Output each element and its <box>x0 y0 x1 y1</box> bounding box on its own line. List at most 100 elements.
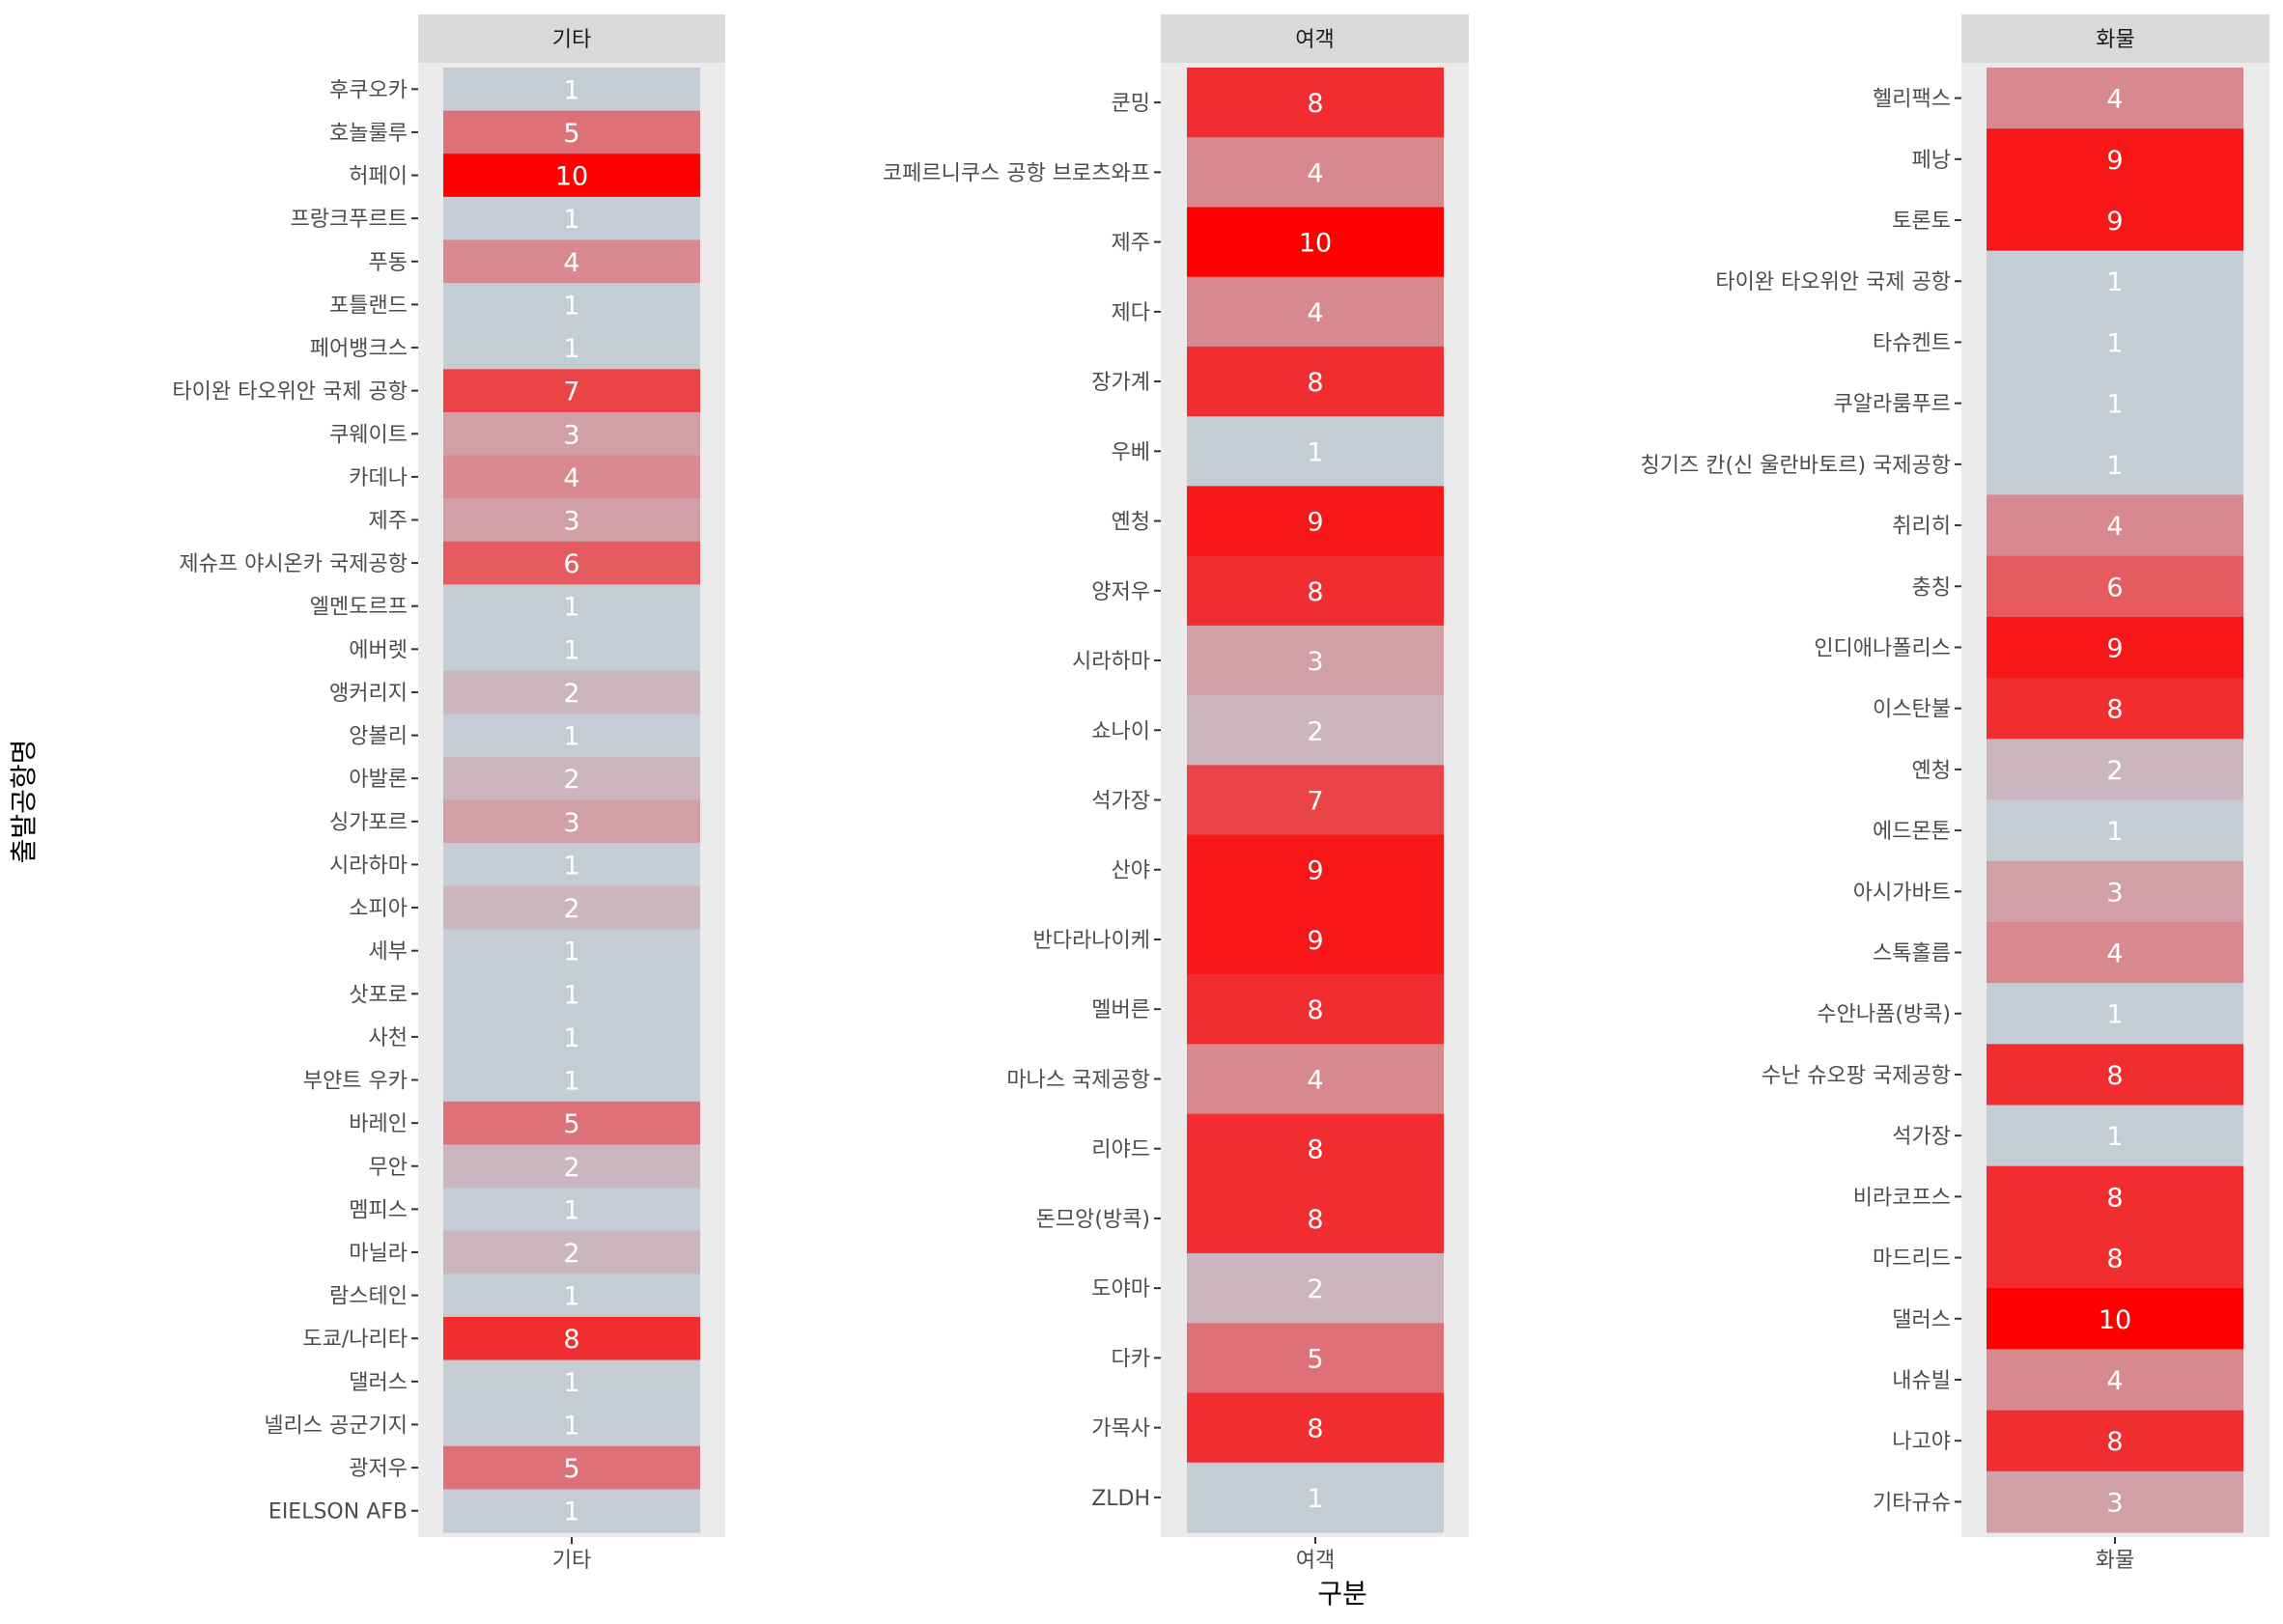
y-tick-label: 앙볼리 <box>349 725 408 749</box>
heatmap-cell <box>443 1445 700 1490</box>
y-tick-label: 카데나 <box>349 466 408 490</box>
y-tick-label: 기타규슈 <box>1873 1491 1951 1515</box>
cell-value-label: 9 <box>2106 207 2123 237</box>
heatmap-cell <box>1987 494 2243 557</box>
y-tick-label: 제주 <box>369 509 408 533</box>
cell-value-label: 8 <box>1307 1135 1323 1165</box>
heatmap-cell <box>1987 311 2243 374</box>
heatmap-cell <box>1987 799 2243 862</box>
cell-value-label: 2 <box>563 679 579 709</box>
heatmap-cell <box>443 1188 700 1232</box>
y-tick-label: 돈므앙(방콕) <box>1036 1208 1150 1232</box>
cell-value-label: 2 <box>563 765 579 795</box>
heatmap-cell <box>1987 921 2243 984</box>
y-tick-label: 마나스 국제공항 <box>1006 1068 1150 1092</box>
cell-value-label: 1 <box>563 635 579 665</box>
heatmap-cell <box>1187 486 1444 557</box>
y-tick-label: ZLDH <box>1091 1487 1150 1511</box>
cell-value-label: 9 <box>1307 856 1323 886</box>
heatmap-cell <box>1987 1288 2243 1350</box>
x-axis-title: 구분 <box>1317 1578 1367 1610</box>
cell-value-label: 3 <box>563 808 579 838</box>
heatmap-cell <box>443 1144 700 1189</box>
heatmap-cell <box>1187 416 1444 487</box>
cell-value-label: 3 <box>1307 647 1323 677</box>
x-tick-label: 여객 <box>1296 1549 1335 1573</box>
y-tick-label: 반다라나이케 <box>1033 929 1150 953</box>
y-tick-label: 나고야 <box>1892 1430 1951 1454</box>
cell-value-label: 10 <box>2099 1305 2131 1335</box>
heatmap-cell <box>1187 276 1444 348</box>
y-tick-label: 멜버른 <box>1091 998 1150 1022</box>
y-tick-label: 마닐라 <box>349 1242 408 1266</box>
y-tick-label: 코페르니쿠스 공항 브로츠와프 <box>883 161 1150 185</box>
cell-value-label: 1 <box>563 980 579 1010</box>
heatmap-cell <box>1187 625 1444 696</box>
y-tick-label: 페어뱅크스 <box>310 337 408 361</box>
heatmap-cell <box>443 110 700 154</box>
y-tick-label: 쿤밍 <box>1112 92 1150 116</box>
heatmap-cell <box>1987 1044 2243 1106</box>
facet-panels: 기타 1 후쿠오카 5 호놀룰루 10 허페이 1 프랑크푸르트 4 푸동 1 포틀랜드 1 페어뱅크스 7 타… <box>172 14 2269 1573</box>
y-tick-label: 포틀랜드 <box>329 294 408 318</box>
cell-value-label: 1 <box>2106 1122 2123 1152</box>
heatmap-cell <box>1187 1462 1444 1533</box>
cell-value-label: 1 <box>563 75 579 105</box>
y-tick-label: 시라하마 <box>1072 650 1150 674</box>
y-tick-label: 취리히 <box>1892 515 1951 539</box>
cell-value-label: 8 <box>1307 1205 1323 1235</box>
heatmap-cell <box>1187 1113 1444 1185</box>
cell-value-label: 1 <box>2106 817 2123 847</box>
heatmap-cell <box>1987 189 2243 252</box>
y-tick-label: 삿포로 <box>349 983 408 1007</box>
cell-value-label: 2 <box>1307 1274 1323 1304</box>
y-tick-label: 엘멘도르프 <box>310 596 408 620</box>
cell-value-label: 9 <box>2106 633 2123 663</box>
facet-strip-background <box>1161 14 1469 63</box>
y-tick-label: 넬리스 공군기지 <box>264 1414 408 1438</box>
y-tick-label: 인디애나폴리스 <box>1814 636 1951 660</box>
cell-value-label: 8 <box>2106 1061 2123 1091</box>
y-tick-label: 석가장 <box>1091 790 1150 814</box>
y-tick-label: 소피아 <box>349 897 408 921</box>
heatmap-cell <box>1987 1226 2243 1289</box>
heatmap-cell <box>1187 1044 1444 1115</box>
heatmap-cell <box>443 799 700 844</box>
heatmap-cell <box>1987 1410 2243 1472</box>
heatmap-cell <box>443 628 700 672</box>
heatmap-cell <box>443 68 700 112</box>
cell-value-label: 8 <box>563 1325 579 1355</box>
cell-value-label: 1 <box>563 291 579 321</box>
heatmap-cell <box>1987 678 2243 740</box>
facet-strip-background <box>418 14 725 63</box>
x-tick-label: 화물 <box>2096 1549 2134 1573</box>
y-tick-label: 사천 <box>369 1026 408 1050</box>
cell-value-label: 1 <box>1307 1484 1323 1514</box>
y-tick-label: 타이완 타오위안 국제 공항 <box>1715 270 1951 294</box>
heatmap-cell <box>1987 739 2243 800</box>
y-tick-label: 석가장 <box>1892 1125 1951 1149</box>
cell-value-label: 2 <box>563 1239 579 1269</box>
cell-value-label: 1 <box>563 1411 579 1441</box>
cell-value-label: 8 <box>2106 1183 2123 1213</box>
y-tick-label: 마드리드 <box>1873 1247 1951 1272</box>
cell-value-label: 1 <box>563 1195 579 1225</box>
cell-value-label: 1 <box>563 205 579 235</box>
cell-value-label: 2 <box>563 894 579 924</box>
heatmap-cell <box>1187 904 1444 975</box>
cell-value-label: 1 <box>2106 1000 2123 1030</box>
cell-value-label: 1 <box>2106 267 2123 297</box>
heatmap-cell <box>1987 250 2243 313</box>
y-tick-label: 타이완 타오위안 국제 공항 <box>172 380 408 405</box>
heatmap-cell <box>1187 695 1444 766</box>
cell-value-label: 8 <box>2106 695 2123 725</box>
cell-value-label: 5 <box>563 1109 579 1139</box>
x-tick-label: 기타 <box>552 1549 591 1573</box>
heatmap-cell <box>1987 128 2243 190</box>
y-tick-label: 내슈빌 <box>1892 1369 1951 1393</box>
cell-value-label: 8 <box>1307 577 1323 607</box>
cell-value-label: 1 <box>563 722 579 752</box>
cell-value-label: 8 <box>2106 1427 2123 1457</box>
cell-value-label: 8 <box>2106 1245 2123 1274</box>
